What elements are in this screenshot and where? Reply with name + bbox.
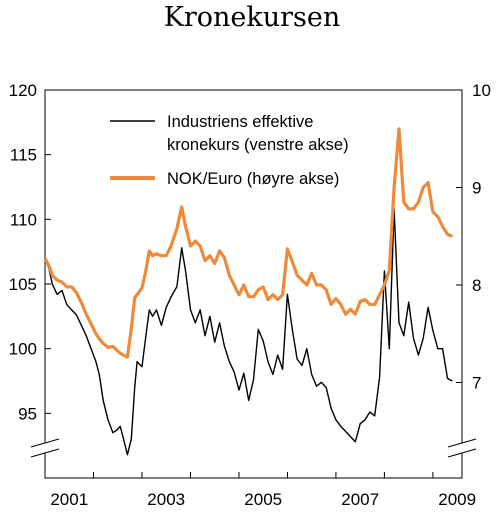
left-axis-break-stroke-lower [30,448,60,458]
right-axis-break-stroke-lower [447,448,477,458]
left-tick-label: 120 [9,81,37,100]
chart-title: Kronekursen [164,2,341,33]
x-tick-label: 2001 [50,490,88,509]
x-tick-label: 2009 [438,490,476,509]
legend-label-industri: Industriens effektive [167,113,313,131]
right-tick-label: 10 [472,81,491,100]
left-tick-label: 105 [9,275,37,294]
series-line-0 [44,208,453,456]
left-tick-label: 95 [18,404,37,423]
series-line-1 [43,127,453,359]
right-tick-label: 8 [472,276,481,295]
right-tick-label: 9 [472,178,481,197]
x-tick-label: 2007 [341,490,379,509]
left-tick-label: 115 [10,146,37,165]
right-axis-break-stroke-upper [447,438,477,448]
left-tick-label: 110 [10,210,37,229]
right-axis-break-gap [458,443,466,453]
series-layer [43,127,453,456]
axis-layer: 95 100 105 110 115 120 7 8 9 10 2001 2003 2005 2007 20… [9,81,491,509]
right-tick-label: 7 [472,373,481,392]
legend-label-nokeuro: NOK/Euro (høyre akse) [167,170,339,188]
left-tick-label: 100 [9,340,37,359]
legend: Industriens effektive kronekurs (venstre… [110,113,349,188]
x-tick-label: 2003 [147,490,185,509]
left-axis-break-stroke-upper [30,438,60,448]
x-tick-label: 2005 [244,490,282,509]
legend-label-industri-line2: kronekurs (venstre akse) [167,136,349,154]
left-axis-break-gap [41,443,49,453]
